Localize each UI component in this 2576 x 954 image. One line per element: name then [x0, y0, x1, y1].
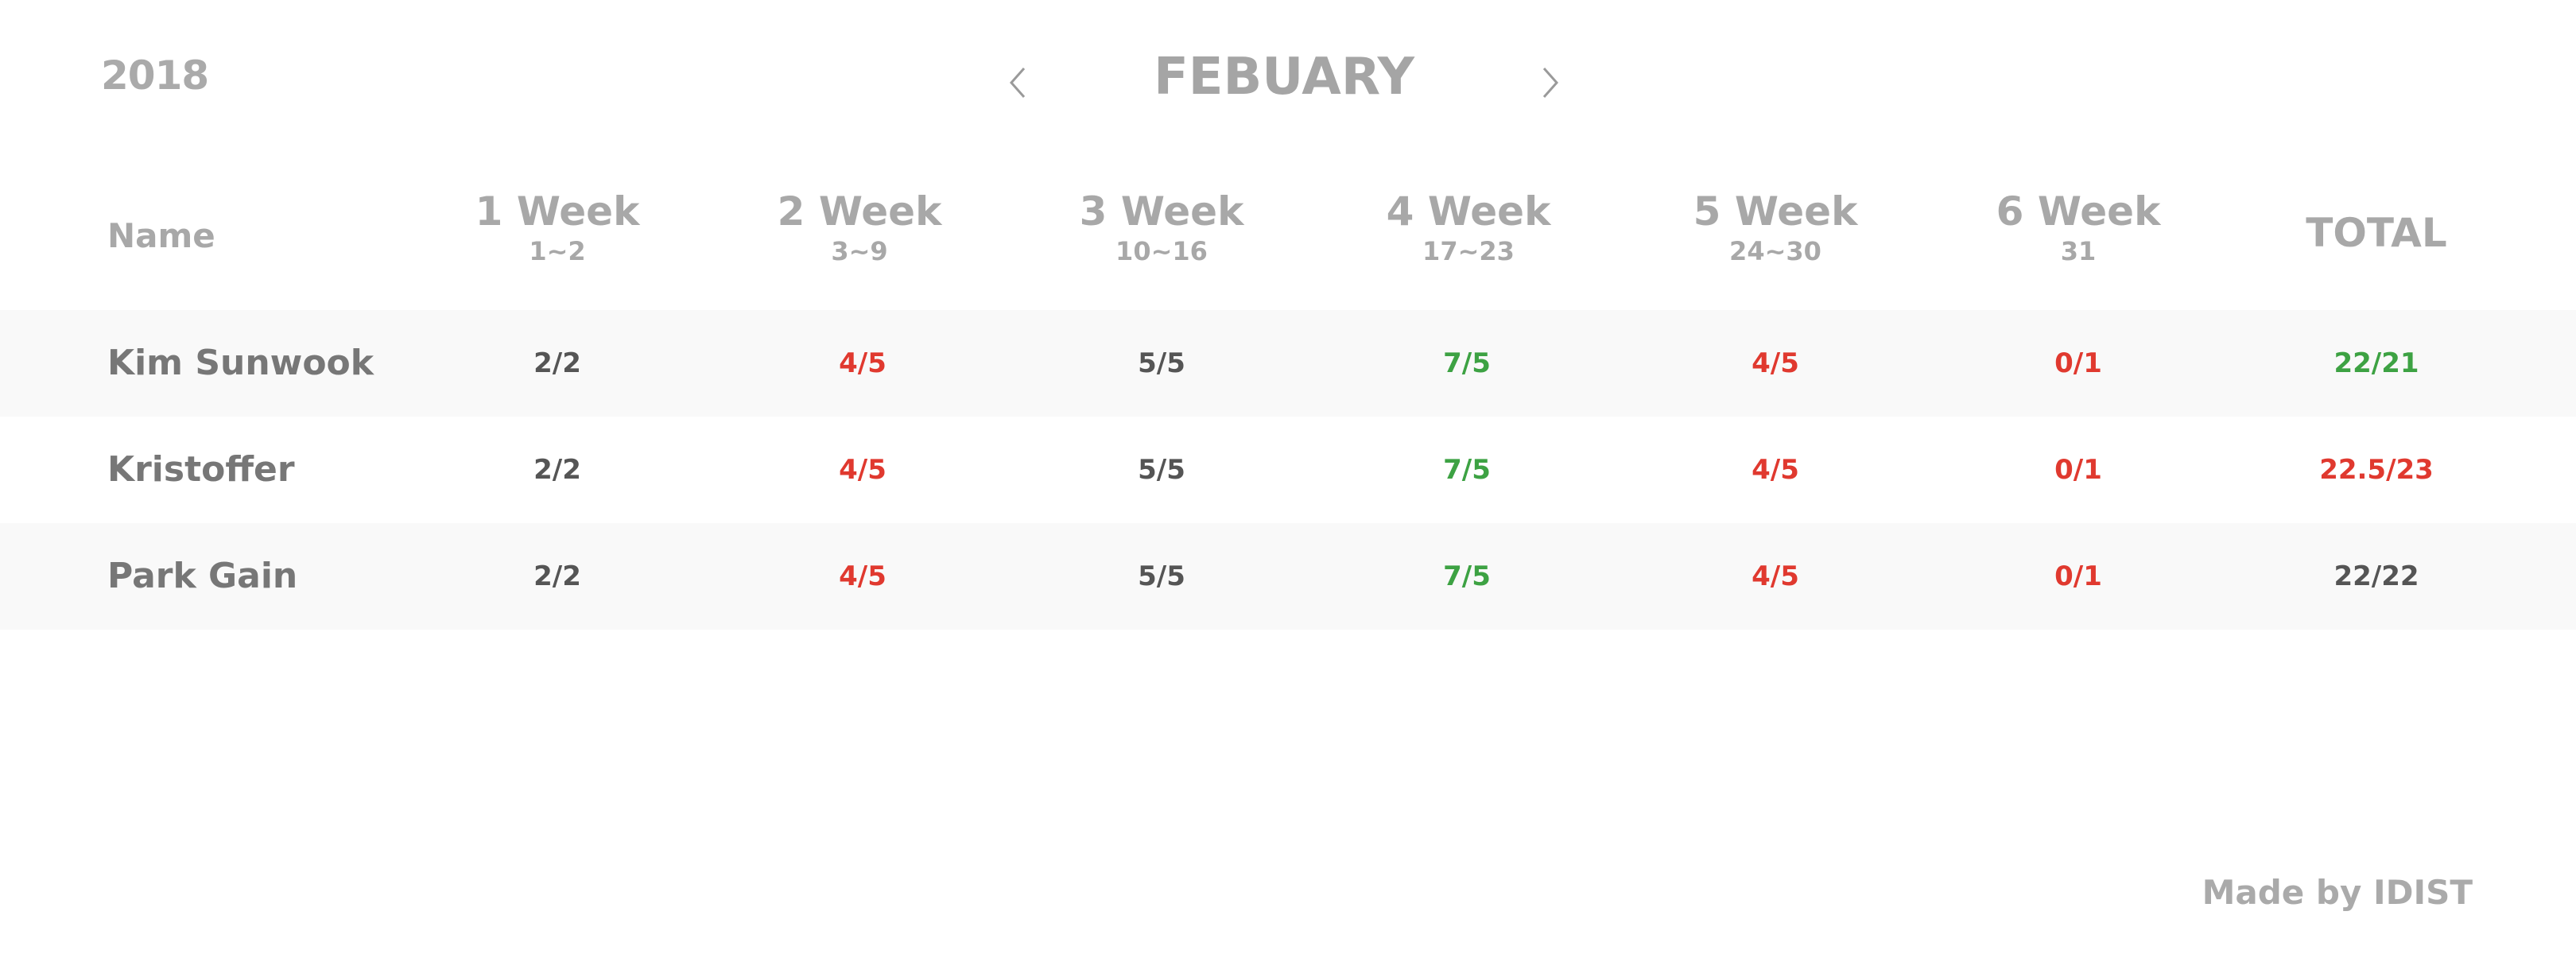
person-name: Park Gain	[107, 556, 298, 596]
table-row[interactable]: Park Gain 2/2 4/5 5/5 7/5 4/5 0/1 22/22	[0, 523, 2576, 630]
week-cell: 0/1	[2054, 347, 2102, 379]
next-month-button[interactable]	[1534, 65, 1566, 100]
week-cell: 0/1	[2054, 560, 2102, 592]
week-range: 24~30	[1729, 236, 1821, 266]
week-range: 31	[2060, 236, 2097, 266]
table-row[interactable]: Kristoffer 2/2 4/5 5/5 7/5 4/5 0/1 22.5/…	[0, 417, 2576, 523]
week-cell: 4/5	[1752, 560, 1799, 592]
week-cell: 4/5	[1752, 347, 1799, 379]
week-range: 1~2	[529, 236, 586, 266]
month-title: FEBUARY	[1154, 48, 1414, 107]
table-header: Name 1 Week 1~2 2 Week 3~9 3 Week 10~16 …	[0, 188, 2576, 283]
prev-month-button[interactable]	[1002, 65, 1034, 100]
week-cell: 2/2	[533, 560, 581, 592]
week-cell: 2/2	[533, 454, 581, 486]
made-by-credit: Made by IDIST	[2202, 873, 2473, 912]
week-range: 17~23	[1422, 236, 1515, 266]
week-4-header: 4 Week 17~23	[1387, 188, 1551, 267]
total-cell: 22/22	[2334, 560, 2419, 592]
name-column-header: Name	[107, 216, 215, 255]
chevron-right-icon	[1542, 68, 1559, 98]
year-label: 2018	[101, 52, 209, 99]
week-range: 3~9	[831, 236, 888, 266]
week-range: 10~16	[1115, 236, 1208, 266]
week-cell: 4/5	[1752, 454, 1799, 486]
person-name: Kristoffer	[107, 449, 295, 490]
week-5-header: 5 Week 24~30	[1693, 188, 1858, 267]
table-row[interactable]: Kim Sunwook 2/2 4/5 5/5 7/5 4/5 0/1 22/2…	[0, 310, 2576, 417]
week-label: 1 Week	[475, 188, 640, 235]
week-1-header: 1 Week 1~2	[475, 188, 640, 267]
week-6-header: 6 Week 31	[1996, 188, 2161, 267]
week-label: 2 Week	[777, 188, 942, 235]
week-label: 3 Week	[1079, 188, 1244, 235]
week-cell: 5/5	[1138, 560, 1185, 592]
week-cell: 5/5	[1138, 347, 1185, 379]
total-column-header: TOTAL	[2306, 210, 2447, 256]
week-cell: 7/5	[1443, 347, 1491, 379]
week-2-header: 2 Week 3~9	[778, 188, 942, 267]
week-cell: 7/5	[1443, 454, 1491, 486]
week-cell: 4/5	[839, 347, 886, 379]
week-label: 4 Week	[1386, 188, 1551, 235]
week-cell: 4/5	[839, 454, 886, 486]
week-cell: 2/2	[533, 347, 581, 379]
total-cell: 22/21	[2334, 347, 2419, 379]
week-label: 5 Week	[1693, 188, 1858, 235]
person-name: Kim Sunwook	[107, 343, 374, 383]
week-cell: 0/1	[2054, 454, 2102, 486]
month-navigator: FEBUARY	[994, 41, 1574, 121]
week-cell: 4/5	[839, 560, 886, 592]
week-cell: 7/5	[1443, 560, 1491, 592]
week-3-header: 3 Week 10~16	[1080, 188, 1244, 267]
total-cell: 22.5/23	[2319, 454, 2434, 486]
chevron-left-icon	[1009, 68, 1026, 98]
week-label: 6 Week	[1996, 188, 2161, 235]
week-cell: 5/5	[1138, 454, 1185, 486]
